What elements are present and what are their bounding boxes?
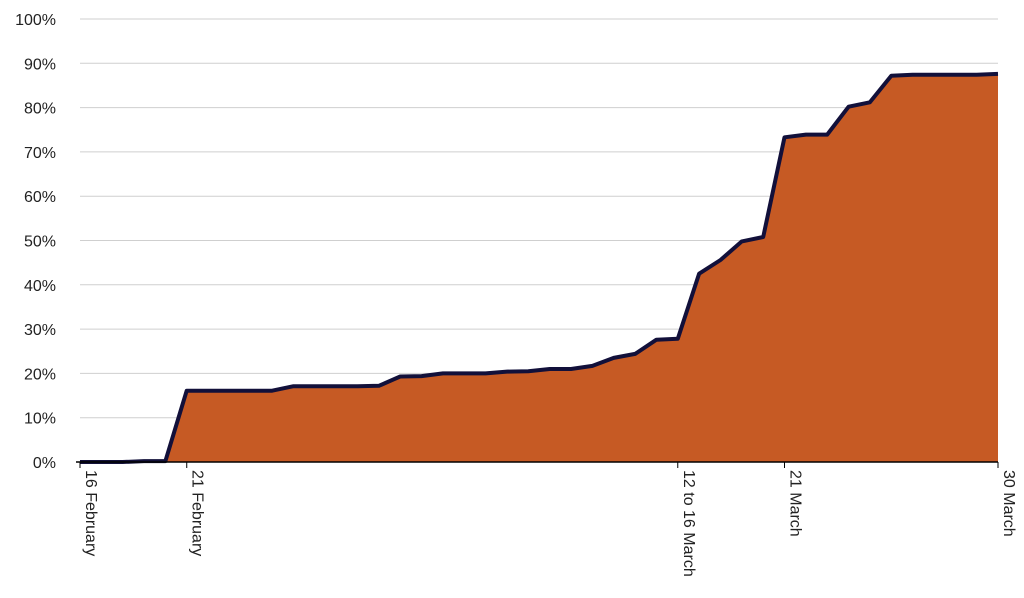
y-tick-label: 80% — [24, 101, 56, 118]
gridlines — [80, 18, 998, 419]
y-tick-label: 30% — [24, 322, 56, 339]
x-tick-label: 16 February — [82, 470, 99, 556]
y-tick-label: 60% — [24, 189, 56, 206]
y-tick-label: 40% — [24, 278, 56, 295]
y-tick-label: 70% — [24, 145, 56, 162]
y-tick-label: 20% — [24, 366, 56, 383]
x-tick-label: 21 February — [189, 470, 206, 556]
x-tick-label: 12 to 16 March — [680, 470, 697, 577]
x-tick-label: 30 March — [1000, 470, 1017, 537]
y-tick-label: 100% — [15, 12, 56, 29]
y-tick-label: 0% — [33, 455, 56, 472]
y-tick-label: 50% — [24, 234, 56, 251]
x-tick-label: 21 March — [787, 470, 804, 537]
x-axis-ticks: 16 February 21 February 12 to 16 March 21 M… — [79, 462, 1017, 577]
y-tick-label: 10% — [24, 411, 56, 428]
series-line — [80, 71, 999, 464]
series-area — [80, 73, 998, 463]
y-axis-ticks: 0% 10% 20% 30% 40% 50% 60% 70% 80% 90% 100% — [15, 12, 56, 472]
y-tick-label: 90% — [24, 56, 56, 73]
